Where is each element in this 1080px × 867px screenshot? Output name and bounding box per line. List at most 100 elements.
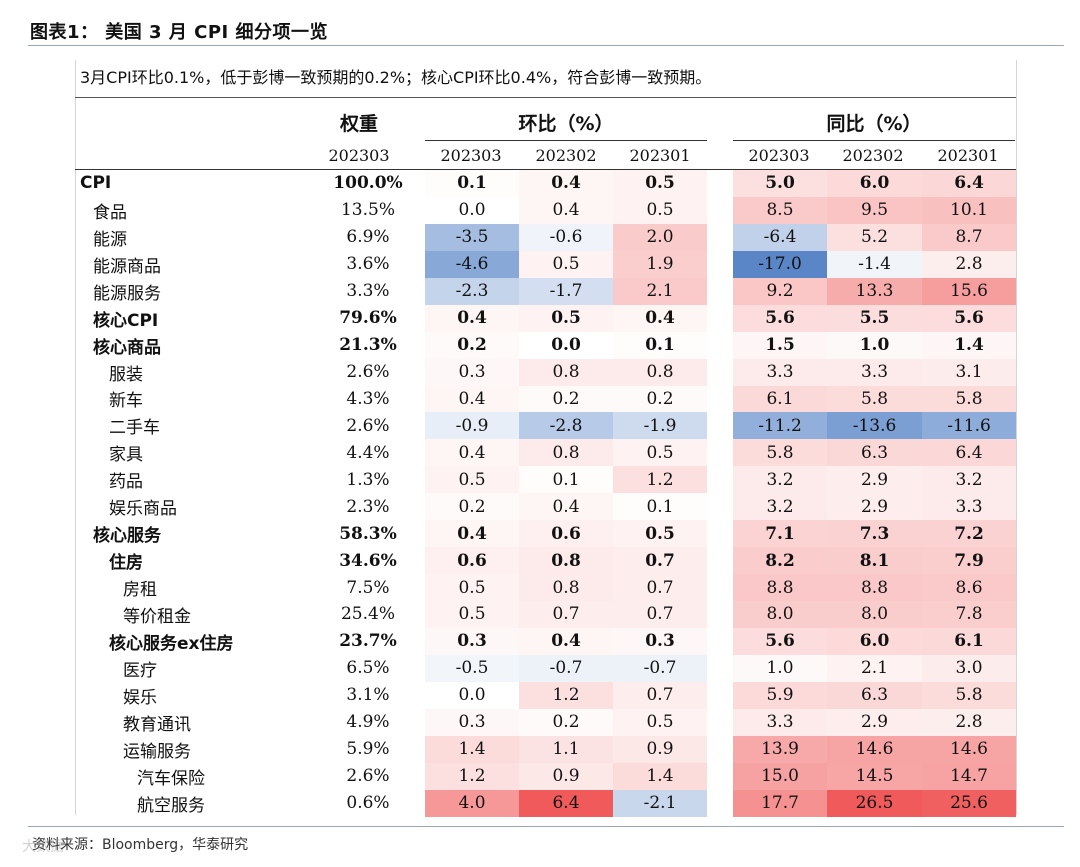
yoy-cell: 2.9 [827, 708, 922, 736]
mom-cell: 1.9 [613, 250, 707, 278]
weight-cell: 5.9% [346, 739, 390, 760]
weight-cell: 1.3% [346, 469, 390, 490]
yoy-cell: 8.0 [827, 601, 922, 628]
weight-cell: 2.6% [346, 766, 390, 787]
mom-cell: 0.4 [519, 627, 613, 655]
table-row: 汽车保险 2.6% 1.2 0.9 1.4 15.0 14.5 14.7 [75, 762, 1016, 790]
mom-cell: 0.8 [519, 574, 613, 601]
yoy-cell: 9.2 [733, 277, 827, 305]
yoy-cell: 5.8 [827, 385, 922, 413]
column-gap [707, 224, 733, 251]
weight-cell: 3.3% [346, 281, 390, 302]
row-name: 核心服务ex住房 [109, 633, 234, 654]
weight-cell: 3.1% [346, 685, 390, 706]
table-row: 能源 6.9% -3.5 -0.6 2.0 -6.4 5.2 8.7 [75, 223, 1016, 251]
mom-cell: -0.5 [425, 654, 519, 682]
weight-cell: 34.6% [339, 550, 397, 571]
yoy-cell: 3.2 [733, 493, 827, 521]
bottom-rule [28, 826, 1064, 827]
yoy-cell: 13.3 [827, 277, 922, 305]
column-gap [707, 682, 733, 709]
yoy-cell: 6.3 [827, 439, 922, 467]
weight-cell: 58.3% [339, 523, 397, 544]
mom-cell: -1.9 [613, 412, 707, 440]
mom-cell: 1.2 [519, 681, 613, 709]
table-row: 核心服务 58.3% 0.4 0.6 0.5 7.1 7.3 7.2 [75, 520, 1016, 548]
column-gap [707, 197, 733, 224]
row-name: 核心商品 [93, 337, 161, 358]
yoy-cell: 5.6 [733, 304, 827, 332]
table-row: 核心服务ex住房 23.7% 0.3 0.4 0.3 5.6 6.0 6.1 [75, 627, 1016, 655]
mom-cell: 0.2 [519, 708, 613, 736]
mom-cell: 0.7 [519, 601, 613, 628]
yoy-cell: 25.6 [922, 789, 1016, 817]
column-gap [707, 763, 733, 790]
header-bottom-rule [75, 169, 1016, 170]
table-row: 能源服务 3.3% -2.3 -1.7 2.1 9.2 13.3 15.6 [75, 277, 1016, 305]
yoy-cell: 3.1 [922, 358, 1016, 386]
yoy-cell: 7.1 [733, 520, 827, 548]
mom-cell: 0.8 [613, 358, 707, 386]
table-row: 二手车 2.6% -0.9 -2.8 -1.9 -11.2 -13.6 -11.6 [75, 412, 1016, 440]
mom-cell: -1.7 [519, 277, 613, 305]
summary-text: 3月CPI环比0.1%，低于彭博一致预期的0.2%；核心CPI环比0.4%，符合… [80, 68, 712, 87]
yoy-cell: -13.6 [827, 412, 922, 440]
row-name: 食品 [93, 202, 127, 223]
column-gap [707, 601, 733, 628]
mom-cell: -0.9 [425, 412, 519, 440]
mom-cell: 0.4 [425, 439, 519, 467]
table-row: 家具 4.4% 0.4 0.8 0.5 5.8 6.3 6.4 [75, 439, 1016, 467]
yoy-cell: 6.1 [922, 627, 1016, 655]
yoy-cell: 9.5 [827, 196, 922, 224]
yoy-cell: 1.0 [733, 654, 827, 682]
column-gap [707, 305, 733, 332]
mom-cell: -4.6 [425, 250, 519, 278]
yoy-cell: -17.0 [733, 250, 827, 278]
mom-cell: -3.5 [425, 223, 519, 251]
yoy-cell: 1.5 [733, 331, 827, 359]
mom-cell: 0.5 [519, 250, 613, 278]
row-name: CPI [80, 173, 112, 194]
yoy-cell: 8.8 [827, 574, 922, 601]
yoy-cell: 5.0 [733, 170, 827, 197]
yoy-cell: 3.2 [733, 466, 827, 494]
yoy-cell: 17.7 [733, 789, 827, 817]
yoy-cell: 14.7 [922, 762, 1016, 790]
yoy-header: 同比（%） [826, 113, 922, 135]
row-name: 房租 [123, 580, 157, 601]
weight-cell: 3.6% [346, 254, 390, 275]
weight-cell: 25.4% [340, 604, 395, 625]
yoy-cell: 3.2 [922, 466, 1016, 494]
mom-cell: 1.1 [519, 735, 613, 763]
mom-cell: 0.6 [425, 547, 519, 575]
table-row: 新车 4.3% 0.4 0.2 0.2 6.1 5.8 5.8 [75, 385, 1016, 413]
mom-cell: -0.7 [519, 654, 613, 682]
column-gap [707, 709, 733, 736]
weight-cell: 0.6% [346, 793, 390, 814]
yoy-cell: 7.2 [922, 520, 1016, 548]
yoy-cell: 1.0 [827, 331, 922, 359]
mom-cell: 0.9 [613, 735, 707, 763]
weight-cell: 4.9% [346, 712, 390, 733]
weight-cell: 6.9% [346, 227, 390, 248]
mom-cell: 0.7 [613, 547, 707, 575]
yoy-cell: -6.4 [733, 223, 827, 251]
mom-cell: 0.4 [519, 170, 613, 197]
yoy-cell: 5.8 [922, 385, 1016, 413]
mom-cell: 0.2 [613, 385, 707, 413]
yoy-cell: 6.4 [922, 439, 1016, 467]
row-name: 航空服务 [137, 795, 205, 816]
column-gap [707, 736, 733, 763]
table-row: 娱乐 3.1% 0.0 1.2 0.7 5.9 6.3 5.8 [75, 681, 1016, 709]
mom-cell: 0.0 [425, 196, 519, 224]
yoy-cell: 5.6 [922, 304, 1016, 332]
mom-cell: 0.3 [613, 627, 707, 655]
cpi-table: CPI 100.0% 0.1 0.4 0.5 5.0 6.0 6.4 食品 13.5% 0.0 0.4… [75, 170, 1016, 817]
table-row: 能源商品 3.6% -4.6 0.5 1.9 -17.0 -1.4 2.8 [75, 250, 1016, 278]
figure-title: 图表1： 美国 3 月 CPI 细分项一览 [30, 22, 328, 43]
yoy-cell: 6.0 [827, 627, 922, 655]
mom-cell: 0.5 [613, 439, 707, 467]
mom-cell: -2.1 [613, 789, 707, 817]
column-gap [707, 386, 733, 413]
mom-cell: 0.8 [519, 547, 613, 575]
